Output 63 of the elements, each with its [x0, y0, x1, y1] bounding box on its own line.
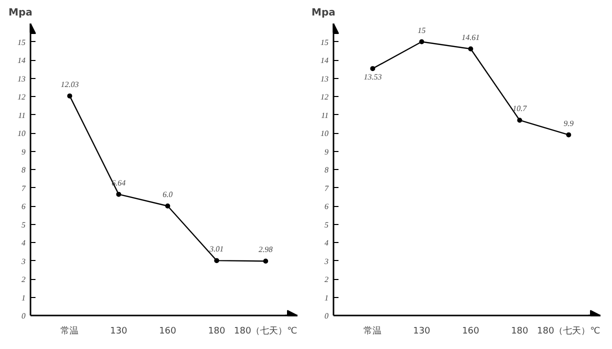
- y-tick-label: 8: [324, 166, 328, 174]
- y-tick-label: 15: [18, 38, 26, 47]
- y-tick-label: 15: [320, 38, 328, 47]
- point: [419, 39, 424, 44]
- y-tick-label: 2: [22, 275, 26, 284]
- point: [263, 258, 268, 264]
- y-tick-label: 9: [324, 147, 328, 156]
- y-tick-label: 9: [22, 147, 26, 156]
- x-tick-label: 常温: [364, 326, 382, 336]
- y-axis-title: Mpa: [312, 8, 336, 18]
- y-tick-label: 6: [22, 202, 26, 211]
- y-tick-label: 12: [320, 92, 328, 102]
- point: [517, 118, 522, 123]
- x-tick-label: 130: [110, 326, 128, 336]
- x-tick-label: 180（七天）℃: [537, 326, 600, 336]
- y-axis-title: Mpa: [8, 8, 32, 18]
- x-tick-label: 180（七天）℃: [234, 326, 298, 336]
- x-tick-label: 160: [159, 326, 177, 336]
- y-tick-label: 8: [22, 166, 26, 174]
- y-tick-label: 11: [18, 110, 26, 120]
- y-tick-label: 3: [20, 256, 26, 266]
- data-label: 12.03: [60, 80, 79, 89]
- y-tick-label: 3: [324, 256, 328, 266]
- data-label: 6.0: [162, 190, 173, 199]
- y-tick-label: 1: [22, 293, 26, 302]
- x-tick-label: 180: [208, 326, 226, 336]
- data-label: 2.98: [258, 245, 273, 254]
- y-tick-label: 5: [22, 220, 26, 230]
- data-label: 10.7: [512, 104, 528, 114]
- data-label: 14.61: [462, 32, 480, 42]
- data-label: 13.53: [364, 72, 382, 82]
- point: [468, 46, 474, 52]
- y-tick-label: 13: [320, 74, 328, 84]
- y-tick-label: 6: [324, 202, 328, 211]
- point: [214, 258, 220, 264]
- data-label: 15: [418, 26, 426, 35]
- x-tick-label: 常温: [60, 326, 79, 336]
- y-tick-label: 4: [324, 238, 328, 248]
- data-label: 9.9: [564, 118, 574, 128]
- y-tick-label: 2: [324, 275, 328, 284]
- data-label: 3.01: [208, 244, 224, 254]
- y-tick-label: 0: [22, 312, 26, 320]
- y-tick-label: 13: [18, 74, 26, 84]
- y-tick-label: 5: [324, 220, 328, 230]
- y-tick-label: 0: [324, 312, 328, 320]
- x-tick-label: 130: [413, 326, 431, 336]
- y-tick-label: 10: [320, 129, 328, 138]
- y-tick-label: 14: [320, 56, 328, 65]
- point: [566, 132, 572, 138]
- y-tick-label: 4: [22, 238, 26, 248]
- point: [116, 192, 122, 197]
- y-tick-label: 14: [18, 56, 26, 65]
- y-tick-label: 10: [18, 129, 26, 138]
- y-tick-label: 7: [22, 184, 26, 193]
- point: [165, 204, 170, 208]
- point: [67, 93, 72, 98]
- x-tick-label: 160: [462, 326, 480, 336]
- y-tick-label: 1: [324, 293, 328, 302]
- y-tick-label: 12: [18, 92, 26, 102]
- y-tick-label: 11: [321, 110, 328, 120]
- y-tick-label: 7: [324, 184, 330, 193]
- point: [370, 66, 376, 72]
- x-tick-label: 180: [511, 326, 529, 336]
